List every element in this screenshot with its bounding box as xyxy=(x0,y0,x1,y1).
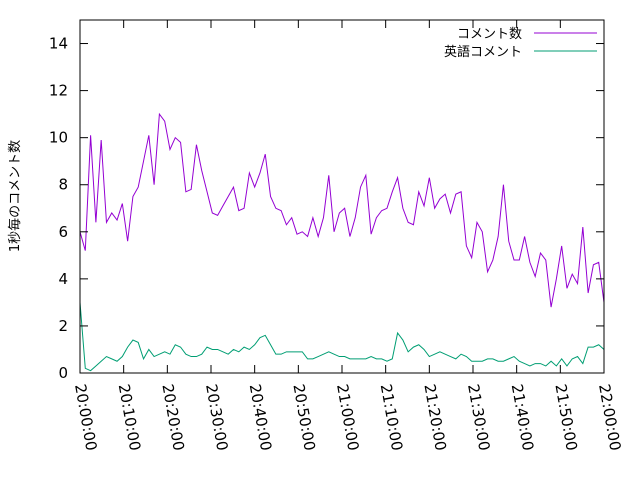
legend-label-2: 英語コメント xyxy=(444,44,522,60)
y-tick-label: 8 xyxy=(58,176,68,194)
y-tick-label: 6 xyxy=(58,223,68,241)
legend-label-1: コメント数 xyxy=(457,27,522,42)
y-tick-label: 4 xyxy=(58,270,68,288)
y-axis-label: 1秒毎のコメント数 xyxy=(7,140,23,252)
series-line-1 xyxy=(79,112,605,308)
y-tick-label: 2 xyxy=(58,317,68,335)
series-layer xyxy=(79,112,605,372)
y-tick-label: 14 xyxy=(49,35,68,53)
series-line-2 xyxy=(79,302,605,372)
y-tick-label: 10 xyxy=(49,129,68,147)
y-axis: 0 2 4 6 8 10 12 14 xyxy=(49,35,604,382)
y-tick-label: 0 xyxy=(58,364,68,382)
y-tick-label: 12 xyxy=(49,82,68,100)
